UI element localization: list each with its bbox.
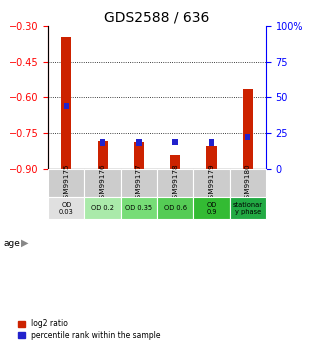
Bar (121, 168, 157, 197)
Bar (243, 89, 253, 168)
Bar (98, 141, 108, 168)
Text: GSM99177: GSM99177 (136, 163, 142, 203)
Text: GSM99179: GSM99179 (208, 163, 215, 203)
Text: age: age (3, 239, 20, 248)
Bar (245, 134, 250, 140)
Bar (170, 156, 180, 168)
Bar (193, 197, 230, 219)
Bar (230, 168, 266, 197)
Text: ▶: ▶ (21, 238, 29, 248)
Text: GSM99175: GSM99175 (63, 163, 69, 203)
Bar (157, 168, 193, 197)
Bar (48, 168, 85, 197)
Bar (85, 168, 121, 197)
Bar (100, 139, 105, 146)
Bar (121, 197, 157, 219)
Text: OD
0.03: OD 0.03 (59, 201, 74, 215)
Bar (85, 197, 121, 219)
Text: GSM99178: GSM99178 (172, 163, 178, 203)
Bar (157, 197, 193, 219)
Text: OD 0.6: OD 0.6 (164, 205, 187, 211)
Bar (230, 197, 266, 219)
Bar (48, 197, 85, 219)
Text: GSM99176: GSM99176 (100, 163, 106, 203)
Text: stationar
y phase: stationar y phase (233, 201, 263, 215)
Bar (134, 142, 144, 168)
Bar (207, 146, 216, 168)
Bar (136, 139, 142, 146)
Text: OD 0.2: OD 0.2 (91, 205, 114, 211)
Text: OD 0.35: OD 0.35 (125, 205, 152, 211)
Text: OD
0.9: OD 0.9 (206, 201, 217, 215)
Bar (173, 139, 178, 145)
Text: GSM99180: GSM99180 (245, 163, 251, 203)
Bar (193, 168, 230, 197)
Bar (61, 37, 72, 168)
Title: GDS2588 / 636: GDS2588 / 636 (104, 11, 210, 25)
Bar (64, 103, 69, 109)
Legend: log2 ratio, percentile rank within the sample: log2 ratio, percentile rank within the s… (16, 318, 162, 341)
Bar (209, 139, 214, 146)
